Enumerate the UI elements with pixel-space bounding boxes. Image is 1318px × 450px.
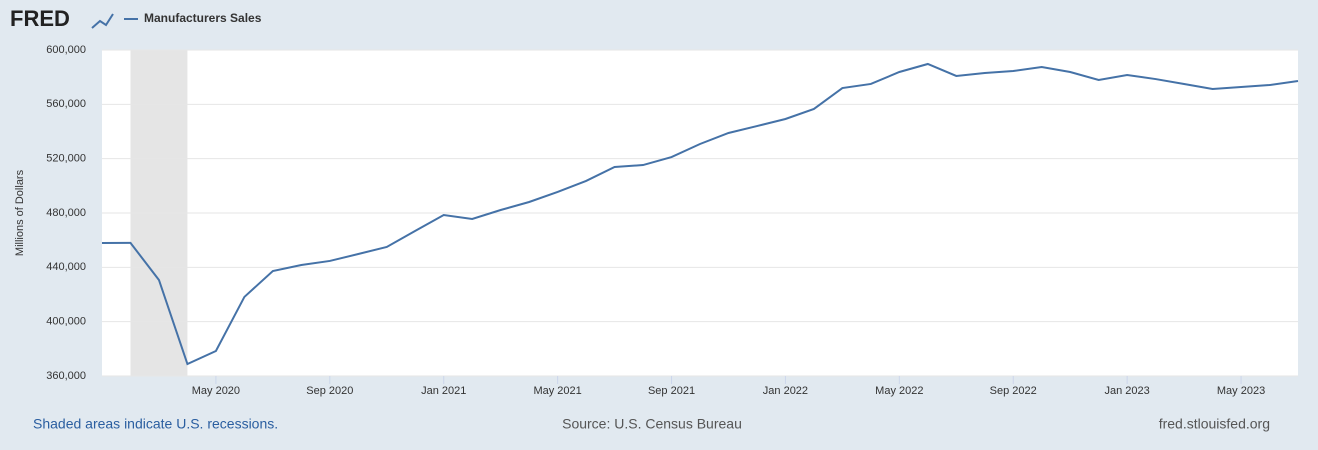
y-tick-label: 520,000 (46, 153, 86, 165)
y-tick-label: 600,000 (46, 44, 86, 56)
logo-icon (91, 13, 114, 29)
x-tick-label: Jan 2022 (763, 385, 808, 397)
y-tick-label: 360,000 (46, 370, 86, 382)
recession-note: Shaded areas indicate U.S. recessions. (33, 416, 278, 432)
x-tick-label: Sep 2021 (648, 385, 695, 397)
x-tick-label: Jan 2021 (421, 385, 466, 397)
logo: FRED (10, 6, 70, 31)
x-tick-label: Sep 2020 (306, 385, 353, 397)
x-tick-label: May 2022 (875, 385, 923, 397)
legend-label: Manufacturers Sales (144, 11, 262, 25)
x-tick-label: Jan 2023 (1105, 385, 1150, 397)
y-axis-label: Millions of Dollars (14, 169, 26, 256)
x-tick-label: May 2023 (1217, 385, 1265, 397)
y-tick-label: 400,000 (46, 316, 86, 328)
source: Source: U.S. Census Bureau (562, 416, 742, 432)
site: fred.stlouisfed.org (1159, 416, 1270, 432)
y-tick-label: 560,000 (46, 98, 86, 110)
y-tick-label: 480,000 (46, 207, 86, 219)
x-tick-label: May 2020 (192, 385, 240, 397)
x-tick-label: Sep 2022 (990, 385, 1037, 397)
series-line (101, 62, 1299, 366)
y-tick-label: 440,000 (46, 261, 86, 273)
x-tick-label: May 2021 (533, 385, 581, 397)
